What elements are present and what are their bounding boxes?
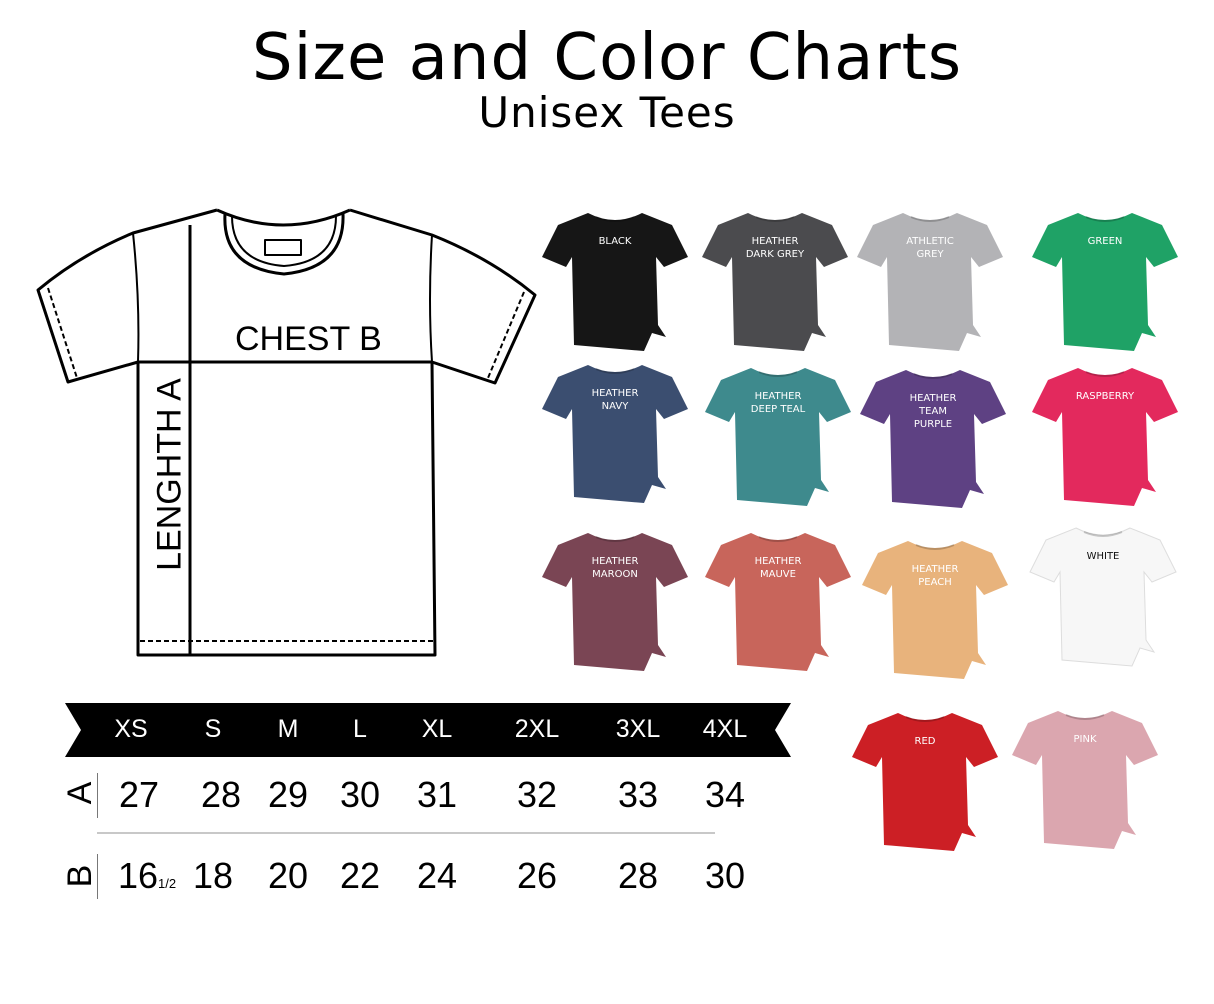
cell-b-m: 20 bbox=[248, 856, 328, 896]
tshirt-icon bbox=[542, 533, 688, 671]
tshirt-icon bbox=[1032, 213, 1178, 351]
cell-value: 16 bbox=[117, 855, 158, 896]
page-title: Size and Color Charts bbox=[251, 21, 963, 95]
cell-a-xs: 27 bbox=[99, 775, 179, 815]
row-label-a: A bbox=[61, 781, 99, 805]
tshirt-icon bbox=[860, 370, 1006, 508]
tshirt-icon bbox=[862, 541, 1008, 679]
cell-a-l: 30 bbox=[320, 775, 400, 815]
size-header-3xl: 3XL bbox=[615, 715, 661, 743]
cell-value: 18 bbox=[192, 855, 234, 896]
cell-b-4xl: 30 bbox=[685, 856, 765, 896]
color-name: ATHLETIC GREY bbox=[906, 236, 954, 260]
color-swatch-black: BLACK bbox=[540, 205, 690, 355]
cell-a-2xl: 32 bbox=[497, 775, 577, 815]
row-label-b: B bbox=[61, 864, 99, 888]
cell-fraction: 1/2 bbox=[157, 876, 177, 891]
row-divider bbox=[97, 832, 715, 834]
tshirt-icon bbox=[705, 368, 851, 506]
neck-label-tag bbox=[264, 239, 302, 256]
color-name: HEATHER MAROON bbox=[591, 556, 639, 580]
color-swatch-heather-peach: HEATHER PEACH bbox=[860, 533, 1010, 683]
cell-value: 26 bbox=[516, 855, 558, 896]
collar-outer bbox=[216, 208, 351, 227]
cell-value: 28 bbox=[617, 855, 659, 896]
cell-value: 28 bbox=[200, 774, 242, 815]
cell-value: 34 bbox=[704, 774, 746, 815]
size-header-s: S bbox=[204, 715, 222, 743]
cell-b-2xl: 26 bbox=[497, 856, 577, 896]
color-name: HEATHER MAUVE bbox=[754, 556, 802, 580]
color-swatch-heather-mauve: HEATHER MAUVE bbox=[703, 525, 853, 675]
tshirt-icon bbox=[852, 713, 998, 851]
color-swatch-red: RED bbox=[850, 705, 1000, 855]
page-subtitle: Unisex Tees bbox=[478, 88, 736, 137]
tshirt-icon bbox=[542, 213, 688, 351]
cell-a-4xl: 34 bbox=[685, 775, 765, 815]
color-swatch-raspberry: RASPBERRY bbox=[1030, 360, 1180, 510]
cell-value: 31 bbox=[416, 774, 458, 815]
cell-b-3xl: 28 bbox=[598, 856, 678, 896]
cell-value: 27 bbox=[118, 774, 160, 815]
cell-b-xs: 161/2 bbox=[107, 856, 187, 904]
color-swatch-athletic-grey: ATHLETIC GREY bbox=[855, 205, 1005, 355]
color-name: HEATHER DEEP TEAL bbox=[750, 391, 806, 415]
color-swatch-heather-dark-grey: HEATHER DARK GREY bbox=[700, 205, 850, 355]
cell-value: 32 bbox=[516, 774, 558, 815]
size-header-4xl: 4XL bbox=[702, 715, 748, 743]
cell-b-xl: 24 bbox=[397, 856, 477, 896]
cell-value: 24 bbox=[416, 855, 458, 896]
color-swatch-heather-maroon: HEATHER MAROON bbox=[540, 525, 690, 675]
size-header-xs: XS bbox=[114, 715, 148, 743]
chest-label: CHEST B bbox=[235, 320, 382, 358]
cell-value: 33 bbox=[617, 774, 659, 815]
color-name: GREEN bbox=[1087, 236, 1123, 247]
cell-value: 30 bbox=[704, 855, 746, 896]
tshirt-icon bbox=[1012, 711, 1158, 849]
cell-value: 20 bbox=[267, 855, 309, 896]
collar-inner bbox=[223, 213, 345, 276]
tshirt-icon bbox=[542, 365, 688, 503]
cell-value: 22 bbox=[339, 855, 381, 896]
tshirt-icon bbox=[857, 213, 1003, 351]
tshirt-outline bbox=[36, 208, 537, 657]
row-a-divider bbox=[97, 773, 98, 818]
size-header-m: M bbox=[277, 715, 299, 743]
cell-a-xl: 31 bbox=[397, 775, 477, 815]
cell-value: 30 bbox=[339, 774, 381, 815]
cell-b-l: 22 bbox=[320, 856, 400, 896]
color-name: HEATHER DARK GREY bbox=[745, 236, 805, 260]
tshirt-icon bbox=[705, 533, 851, 671]
size-header-2xl: 2XL bbox=[514, 715, 560, 743]
color-name: BLACK bbox=[598, 236, 632, 247]
color-swatch-heather-navy: HEATHER NAVY bbox=[540, 357, 690, 507]
color-swatch-heather-team-purple: HEATHER TEAM PURPLE bbox=[858, 362, 1008, 512]
row-b-divider bbox=[97, 854, 98, 899]
length-label: LENGHTH A bbox=[150, 378, 189, 571]
color-name: HEATHER TEAM PURPLE bbox=[909, 393, 957, 430]
color-name: PINK bbox=[1073, 734, 1097, 745]
size-header-xl: XL bbox=[421, 715, 453, 743]
color-swatch-green: GREEN bbox=[1030, 205, 1180, 355]
cell-a-m: 29 bbox=[248, 775, 328, 815]
collar-inner2 bbox=[231, 215, 337, 267]
cell-value: 29 bbox=[267, 774, 309, 815]
cell-b-s: 18 bbox=[173, 856, 253, 896]
color-name: RED bbox=[914, 736, 936, 747]
tshirt-icon bbox=[702, 213, 848, 351]
tshirt-icon bbox=[1032, 368, 1178, 506]
size-header-banner bbox=[65, 703, 791, 757]
color-name: HEATHER NAVY bbox=[591, 388, 639, 412]
color-name: RASPBERRY bbox=[1075, 391, 1135, 402]
color-swatch-heather-deep-teal: HEATHER DEEP TEAL bbox=[703, 360, 853, 510]
tshirt-measurement-diagram bbox=[36, 208, 537, 657]
color-name: WHITE bbox=[1086, 551, 1120, 562]
cell-a-3xl: 33 bbox=[598, 775, 678, 815]
color-swatch-white: WHITE bbox=[1028, 520, 1178, 670]
color-swatch-pink: PINK bbox=[1010, 703, 1160, 853]
size-header-l: L bbox=[353, 715, 367, 743]
color-name: HEATHER PEACH bbox=[911, 564, 959, 588]
tshirt-icon bbox=[1029, 527, 1177, 667]
cell-a-s: 28 bbox=[181, 775, 261, 815]
